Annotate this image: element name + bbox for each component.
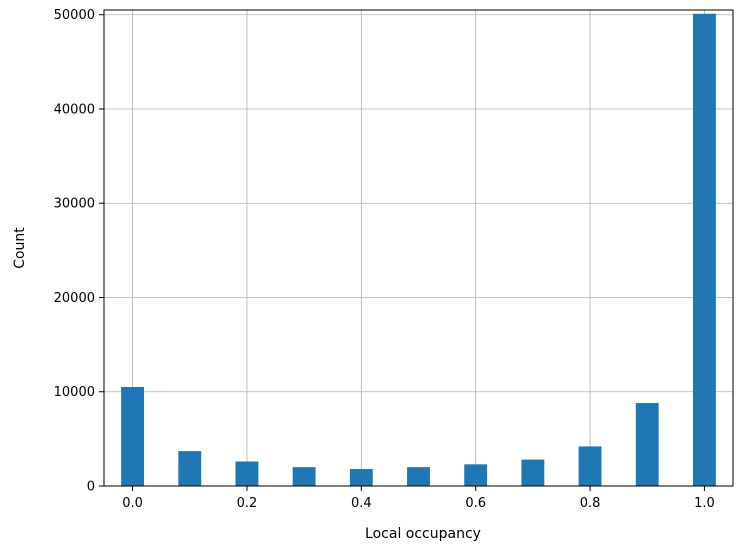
axis-ticks: 0.0 0.2 0.4 0.6 0.8 1.0 0 10000 20000 30000 40000 5…	[54, 8, 715, 511]
histogram-bar	[349, 469, 373, 486]
histogram-bar	[292, 467, 316, 486]
histogram-bar	[235, 461, 259, 486]
y-tick-label: 40000	[54, 102, 95, 117]
histogram-bar	[407, 467, 430, 486]
x-tick-label: 0.4	[351, 496, 372, 511]
y-tick-label: 0	[87, 480, 95, 495]
y-tick-label: 20000	[54, 291, 95, 306]
histogram-bar	[692, 13, 716, 487]
y-tick-label: 10000	[54, 385, 95, 400]
histogram-bar	[464, 464, 488, 486]
x-tick-label: 1.0	[694, 496, 715, 511]
histogram-bar	[635, 403, 659, 486]
y-tick-label: 50000	[54, 8, 95, 23]
bars	[121, 13, 716, 487]
histogram-bar	[121, 387, 145, 486]
histogram-bar	[578, 446, 602, 486]
y-tick-label: 30000	[54, 197, 95, 212]
plot-frame	[103, 9, 734, 487]
x-tick-label: 0.2	[237, 496, 258, 511]
y-axis-label: Count	[12, 227, 28, 269]
x-tick-label: 0.6	[465, 496, 486, 511]
histogram-bar	[521, 459, 545, 486]
x-axis-label: Local occupancy	[365, 526, 481, 542]
histogram-bar	[178, 451, 202, 486]
x-tick-label: 0.0	[122, 496, 143, 511]
x-tick-label: 0.8	[580, 496, 601, 511]
